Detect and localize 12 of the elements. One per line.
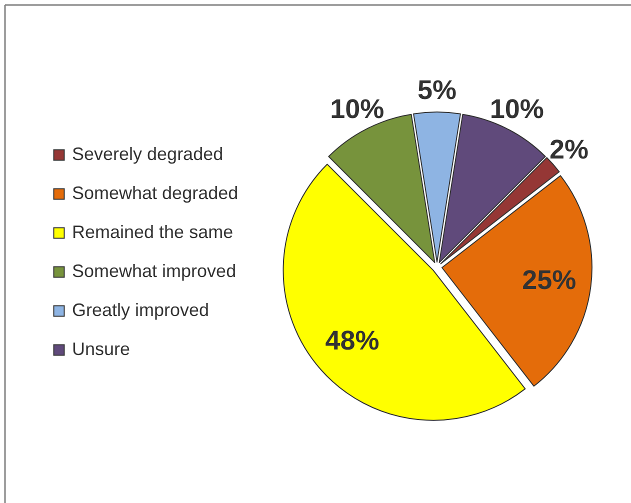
data-label: 10% [490, 94, 544, 124]
legend-label: Somewhat degraded [72, 183, 238, 203]
legend-label: Remained the same [72, 222, 234, 242]
legend-label: Severely degraded [72, 144, 224, 164]
data-label: 5% [417, 75, 457, 105]
legend-label: Unsure [72, 339, 130, 359]
legend-label: Greatly improved [72, 300, 210, 320]
data-label: 25% [522, 265, 576, 296]
legend-label: Somewhat improved [72, 261, 236, 281]
data-label: 10% [330, 94, 384, 124]
data-label: 2% [550, 134, 589, 165]
data-label: 48% [325, 326, 380, 356]
